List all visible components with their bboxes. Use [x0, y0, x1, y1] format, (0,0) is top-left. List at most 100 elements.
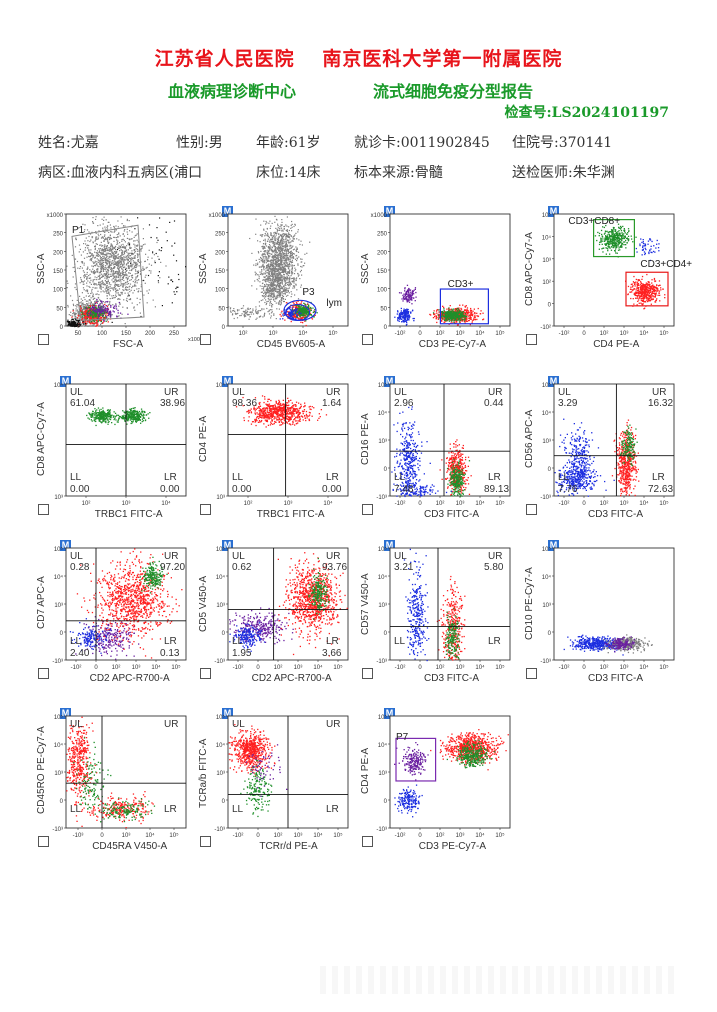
quadrant-ur-value: 5.80 — [484, 562, 504, 573]
quadrant-ur-label: UR — [326, 551, 341, 562]
scatter-plot: 10⁴ 10³ 10² 10³ 10⁴ — [54, 382, 187, 507]
event-cluster — [86, 407, 124, 427]
x-tick-label: 10⁵ — [171, 664, 181, 671]
x-tick-label: 10³ — [132, 665, 141, 671]
event-cluster — [139, 556, 168, 594]
x-axis-label: CD3 PE-Cy7-A — [418, 339, 487, 350]
plot-select-checkbox[interactable] — [200, 504, 211, 515]
gate-label: CD3+ — [447, 278, 474, 290]
quadrant-ul-value: 3.29 — [558, 398, 578, 409]
plot-select-checkbox[interactable] — [362, 668, 373, 679]
y-tick-label: -10³ — [540, 495, 551, 501]
y-tick-label: 10⁴ — [378, 410, 388, 417]
quadrant-lr-label: LR — [652, 472, 665, 483]
quadrant-ul-label: UL — [394, 387, 407, 398]
scatter-plot: 10⁴ 10³ 10² 10³ 10⁴ — [216, 382, 349, 507]
plot-select-checkbox[interactable] — [38, 668, 49, 679]
plot-select-checkbox[interactable] — [362, 836, 373, 847]
plot-select-checkbox[interactable] — [38, 334, 49, 345]
x-tick-label: 0 — [256, 665, 260, 671]
y-tick-label: -10³ — [52, 659, 63, 665]
hospital-name-1: 江苏省人民医院 — [154, 48, 295, 70]
x-tick-label: 0 — [256, 833, 260, 839]
event-cluster — [111, 217, 187, 323]
y-tick-label: 10³ — [54, 771, 63, 777]
x-tick-label: 10² — [436, 501, 445, 507]
event-cluster — [394, 742, 429, 781]
x-axis-label: CD3 FITC-A — [588, 673, 643, 684]
x-tick-label: -10² — [233, 665, 244, 671]
y-tick-label: -10³ — [540, 659, 551, 665]
quadrant-ur-label: UR — [652, 387, 667, 398]
y-tick-label: -10³ — [376, 659, 387, 665]
plot-select-checkbox[interactable] — [526, 504, 537, 515]
x-tick-label: 10³ — [620, 331, 629, 337]
x-tick-label: -10² — [395, 331, 406, 337]
x-tick-label: -10² — [395, 501, 406, 507]
scatter-plot: 10⁵ 10⁴ 10³ 0 -10³ -10² 0 10² 10³ 10⁴ 10⁵ — [214, 714, 349, 839]
y-tick-label: 10³ — [378, 603, 387, 609]
scatter-plot: 10⁵ 10⁴ 10³ 0 -10³ -10² 0 10² 10³ 10⁴ 10⁵ — [376, 546, 511, 671]
plot-events — [554, 384, 674, 497]
plot-select-checkbox[interactable] — [526, 334, 537, 345]
panel-m-badge: M — [60, 376, 71, 387]
x-tick-label: 0 — [582, 331, 586, 337]
x-tick-label: -10² — [559, 501, 570, 507]
quadrant-lr-label: LR — [164, 804, 177, 815]
plot-events — [66, 384, 186, 496]
footer-watermark — [320, 966, 680, 994]
plot-select-checkbox[interactable] — [200, 836, 211, 847]
x-tick-label: 10³ — [284, 501, 293, 507]
y-tick-label: 10³ — [54, 603, 63, 609]
plot-select-checkbox[interactable] — [38, 836, 49, 847]
plot-select-checkbox[interactable] — [200, 334, 211, 345]
plot-events — [228, 384, 348, 496]
quadrant-ul-value: 3.21 — [394, 562, 414, 573]
event-cluster — [245, 744, 288, 797]
x-tick-label: 10⁴ — [639, 330, 649, 337]
y-tick-label: 10⁵ — [216, 546, 226, 553]
event-cluster — [398, 284, 417, 305]
quadrant-ul-value: 0.28 — [70, 562, 90, 573]
y-tick-label: -10³ — [214, 827, 225, 833]
y-tick-label: 250 — [377, 232, 388, 238]
quadrant-ul-value: 61.04 — [70, 398, 96, 409]
plot-select-checkbox[interactable] — [362, 504, 373, 515]
x-axis-label: CD3 FITC-A — [424, 509, 479, 520]
plot-select-checkbox[interactable] — [200, 668, 211, 679]
quadrant-lr-value: 72.63 — [648, 484, 674, 495]
quadrant-ul-label: UL — [558, 387, 571, 398]
quadrant-lr-label: LR — [488, 472, 501, 483]
y-tick-label: 10⁵ — [54, 714, 64, 721]
y-tick-label: 10⁵ — [378, 382, 388, 389]
panel-m-badge: M — [222, 708, 233, 719]
y-axis-label: CD4 PE-A — [198, 416, 209, 463]
plot-select-checkbox[interactable] — [362, 334, 373, 345]
scatter-plot: 10⁵ 10⁴ 10³ 0 -10³ -10² 0 10² 10³ 10⁴ 10⁵ — [376, 714, 511, 839]
plot-select-checkbox[interactable] — [526, 668, 537, 679]
report-header-hospitals: 江苏省人民医院 南京医科大学第一附属医院 — [0, 44, 717, 71]
event-cluster — [69, 618, 112, 654]
y-tick-label: 10⁵ — [216, 714, 226, 721]
x-tick-label: 10⁵ — [495, 664, 505, 671]
patient-age: 年龄:61岁 — [256, 135, 321, 151]
y-axis-label: CD5 V450-A — [198, 575, 209, 632]
panel-m-badge: M — [222, 376, 233, 387]
x-tick-label: 0 — [582, 501, 586, 507]
panel-m-badge: M — [384, 206, 395, 217]
y-tick-label: 10⁵ — [542, 212, 552, 219]
x-tick-label: 10² — [436, 331, 445, 337]
plot-select-checkbox[interactable] — [38, 504, 49, 515]
quadrant-lr-label: LR — [488, 636, 501, 647]
y-tick-label: 0 — [60, 631, 64, 637]
quadrant-ll-label: LL — [394, 636, 406, 647]
y-tick-label: 10⁴ — [216, 574, 226, 581]
x-axis-label: CD3 FITC-A — [588, 509, 643, 520]
x-tick-label: 10² — [600, 501, 609, 507]
y-tick-label: 10⁴ — [54, 742, 64, 749]
gate-label: P1 — [72, 225, 85, 237]
gate-p1 — [71, 224, 145, 321]
plot-events — [228, 716, 348, 828]
y-tick-label: 0 — [548, 303, 552, 309]
scatter-plot: x1000 250 200 150 100 50 0 50 100 150 200 250 x1000 — [47, 213, 203, 343]
